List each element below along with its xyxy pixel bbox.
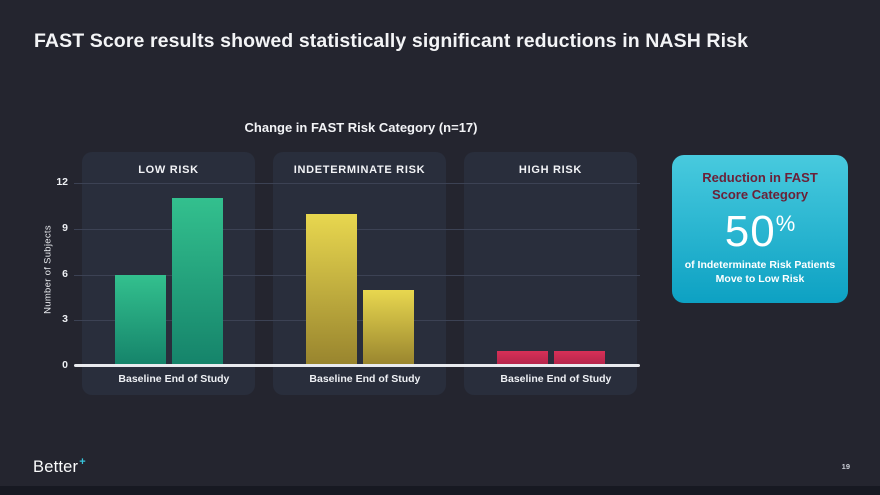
- bar-end-of-study: [171, 198, 223, 366]
- category-label: End of Study: [546, 373, 612, 385]
- risk-panel-low-risk: [82, 152, 255, 395]
- category-label: Baseline: [309, 373, 353, 385]
- gridline: [74, 320, 640, 322]
- category-label: Baseline: [500, 373, 544, 385]
- y-axis-tick-label: 9: [62, 221, 68, 234]
- callout-description: of Indeterminate Risk Patients Move to L…: [684, 259, 836, 285]
- y-axis-tick-label: 6: [62, 267, 68, 280]
- risk-panel-high-risk: [464, 152, 637, 395]
- y-axis-tick-label: 0: [62, 359, 68, 371]
- page-title: FAST Score results showed statistically …: [34, 30, 749, 52]
- gridline: [74, 183, 640, 184]
- category-label: End of Study: [355, 373, 421, 385]
- logo-plus-icon: +: [79, 456, 86, 468]
- risk-panel-indeterminate-risk: [273, 152, 446, 395]
- bar-baseline: [305, 213, 357, 366]
- y-axis-tick-label: 12: [56, 176, 68, 188]
- better-logo: Better+: [33, 456, 86, 477]
- page-number: 19: [841, 462, 850, 471]
- stat-percent-sign: %: [775, 211, 796, 237]
- bar-end-of-study: [362, 289, 414, 366]
- x-axis-line: [74, 364, 640, 367]
- panel-title: HIGH RISK: [518, 164, 583, 176]
- bar-baseline: [114, 274, 166, 366]
- category-label: End of Study: [164, 373, 230, 385]
- panel-title: INDETERMINATE RISK: [293, 164, 426, 176]
- callout-stat: 50%: [672, 210, 848, 254]
- gridline: [74, 274, 640, 276]
- chart-title: Change in FAST Risk Category (n=17): [244, 120, 478, 135]
- y-axis-tick-label: 3: [62, 313, 68, 326]
- callout-card: Reduction in FAST Score Category 50% of …: [672, 155, 848, 303]
- bar-baseline: [496, 350, 548, 366]
- panel-title: LOW RISK: [138, 164, 199, 176]
- callout-heading: Reduction in FAST Score Category: [702, 170, 818, 202]
- bottom-edge-strip: [0, 486, 880, 495]
- category-label: Baseline: [118, 373, 162, 385]
- bar-end-of-study: [553, 350, 605, 366]
- stat-value: 50: [724, 207, 776, 257]
- logo-text: Better: [33, 458, 79, 476]
- gridline: [74, 228, 640, 230]
